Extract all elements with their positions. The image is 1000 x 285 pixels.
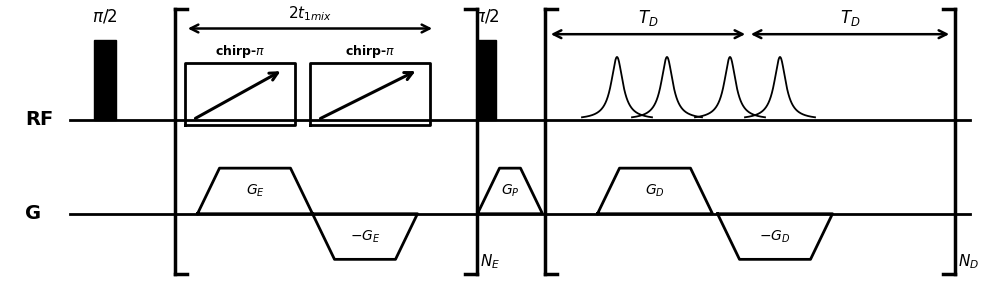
Text: $G_E$: $G_E$ [246,183,264,199]
Text: $2t_{1mix}$: $2t_{1mix}$ [288,4,332,23]
Text: $-G_D$: $-G_D$ [759,228,791,245]
Text: G: G [25,204,41,223]
Text: chirp-$\pi$: chirp-$\pi$ [215,43,265,60]
Text: $T_D$: $T_D$ [638,9,658,28]
Text: $\pi/2$: $\pi/2$ [92,8,118,26]
Bar [478,40,496,120]
Bar [94,40,116,120]
Text: $\pi/2$: $\pi/2$ [474,8,500,26]
Text: $-G_E$: $-G_E$ [350,228,380,245]
Text: $N_D$: $N_D$ [958,252,979,271]
Text: $N_E$: $N_E$ [480,252,500,271]
Text: $G_P$: $G_P$ [501,183,519,199]
Text: $T_D$: $T_D$ [840,9,860,28]
Text: RF: RF [25,110,53,129]
Text: chirp-$\pi$: chirp-$\pi$ [345,43,395,60]
Text: $G_D$: $G_D$ [645,183,665,199]
